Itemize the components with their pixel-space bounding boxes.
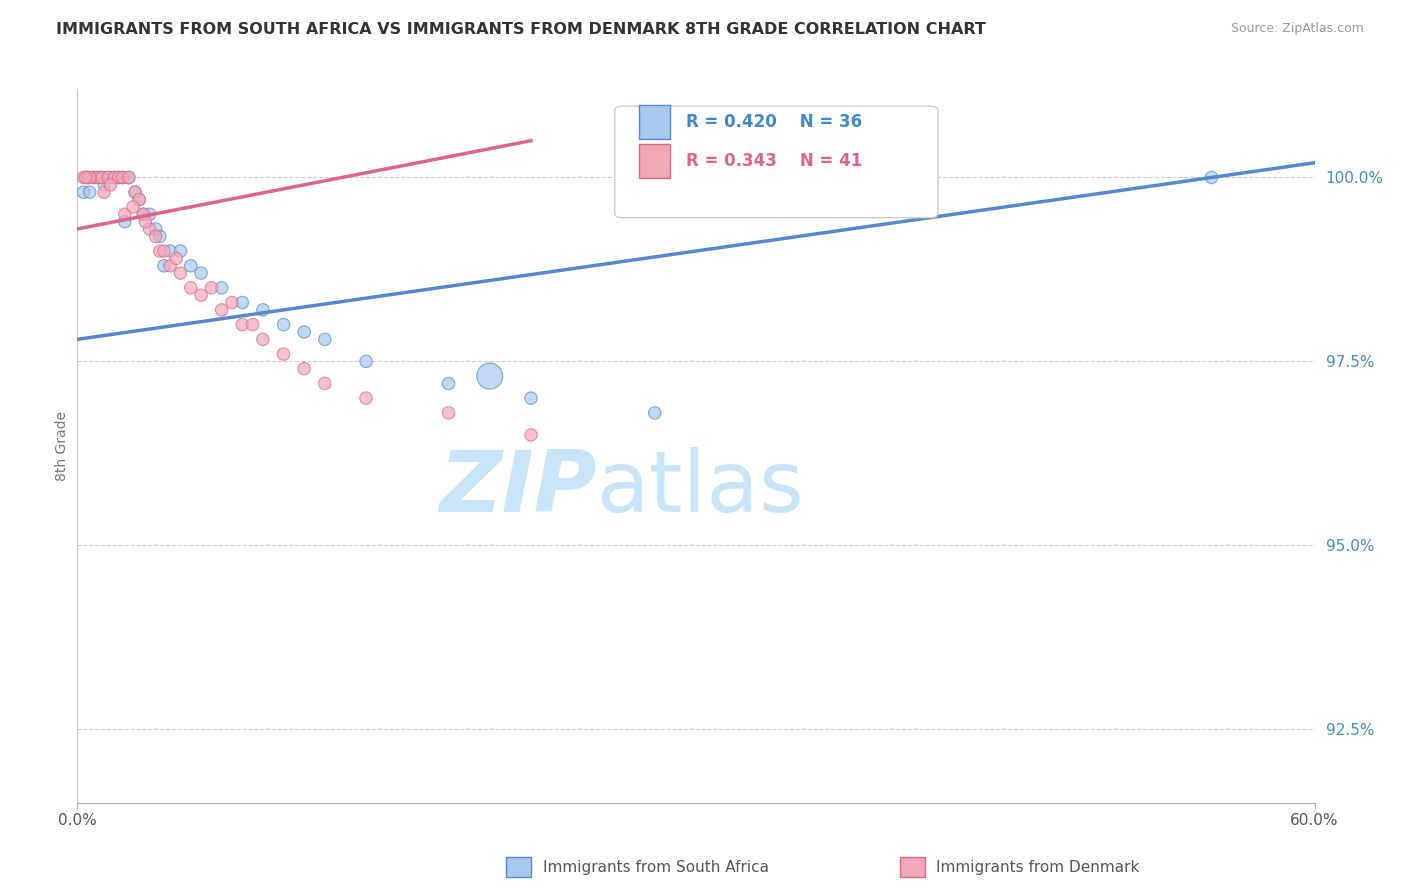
Point — [128, 193, 150, 207]
Point — [103, 170, 125, 185]
Point — [211, 302, 233, 317]
Point — [111, 170, 134, 185]
Text: IMMIGRANTS FROM SOUTH AFRICA VS IMMIGRANTS FROM DENMARK 8TH GRADE CORRELATION CH: IMMIGRANTS FROM SOUTH AFRICA VS IMMIGRAN… — [56, 22, 986, 37]
Point — [91, 170, 114, 185]
Text: ZIP: ZIP — [439, 447, 598, 531]
Point — [200, 281, 222, 295]
Point — [437, 376, 460, 391]
Point — [111, 170, 134, 185]
Point — [72, 185, 94, 199]
Point — [145, 229, 167, 244]
Point — [165, 252, 187, 266]
Point — [231, 318, 253, 332]
Point — [190, 266, 212, 280]
Point — [118, 170, 141, 185]
Point — [190, 288, 212, 302]
Point — [169, 244, 191, 258]
Point — [169, 266, 191, 280]
Point — [231, 295, 253, 310]
Point — [122, 200, 145, 214]
Point — [354, 391, 377, 405]
Point — [107, 170, 129, 185]
Point — [153, 259, 176, 273]
Point — [97, 170, 120, 185]
Point — [72, 170, 94, 185]
Text: Source: ZipAtlas.com: Source: ZipAtlas.com — [1230, 22, 1364, 36]
Point — [145, 222, 167, 236]
Point — [478, 369, 501, 384]
Point — [153, 244, 176, 258]
Point — [221, 295, 243, 310]
Point — [242, 318, 264, 332]
Point — [149, 229, 172, 244]
Point — [128, 193, 150, 207]
Point — [138, 222, 160, 236]
Point — [159, 244, 181, 258]
Point — [75, 170, 97, 185]
Point — [87, 170, 110, 185]
Point — [520, 391, 543, 405]
Point — [98, 178, 121, 192]
Point — [79, 170, 101, 185]
Point — [437, 406, 460, 420]
Point — [118, 170, 141, 185]
Point — [132, 207, 155, 221]
Point — [76, 170, 98, 185]
Point — [134, 214, 156, 228]
Point — [124, 185, 146, 199]
Point — [252, 302, 274, 317]
Point — [138, 207, 160, 221]
Point — [91, 170, 114, 185]
Point — [354, 354, 377, 368]
Point — [83, 170, 105, 185]
Point — [93, 178, 115, 192]
Point — [273, 318, 295, 332]
Point — [97, 170, 120, 185]
Y-axis label: 8th Grade: 8th Grade — [55, 411, 69, 481]
Text: Immigrants from South Africa: Immigrants from South Africa — [543, 860, 769, 874]
Point — [114, 207, 136, 221]
Text: Immigrants from Denmark: Immigrants from Denmark — [936, 860, 1140, 874]
Text: R = 0.343    N = 41: R = 0.343 N = 41 — [686, 152, 863, 169]
Point — [252, 332, 274, 346]
Point — [124, 185, 146, 199]
Point — [644, 406, 666, 420]
Point — [149, 244, 172, 258]
Text: R = 0.420    N = 36: R = 0.420 N = 36 — [686, 113, 862, 131]
Point — [87, 170, 110, 185]
Point — [114, 214, 136, 228]
Point — [83, 170, 105, 185]
Text: atlas: atlas — [598, 447, 806, 531]
Point — [211, 281, 233, 295]
Point — [76, 170, 98, 185]
Point — [103, 170, 125, 185]
Point — [292, 361, 315, 376]
Point — [79, 185, 101, 199]
Point — [159, 259, 181, 273]
Point — [180, 259, 202, 273]
Point — [314, 376, 336, 391]
Point — [314, 332, 336, 346]
Point — [273, 347, 295, 361]
Point — [292, 325, 315, 339]
Point — [107, 170, 129, 185]
Point — [93, 185, 115, 199]
Point — [180, 281, 202, 295]
Point — [520, 428, 543, 442]
Point — [132, 207, 155, 221]
Point — [1201, 170, 1223, 185]
